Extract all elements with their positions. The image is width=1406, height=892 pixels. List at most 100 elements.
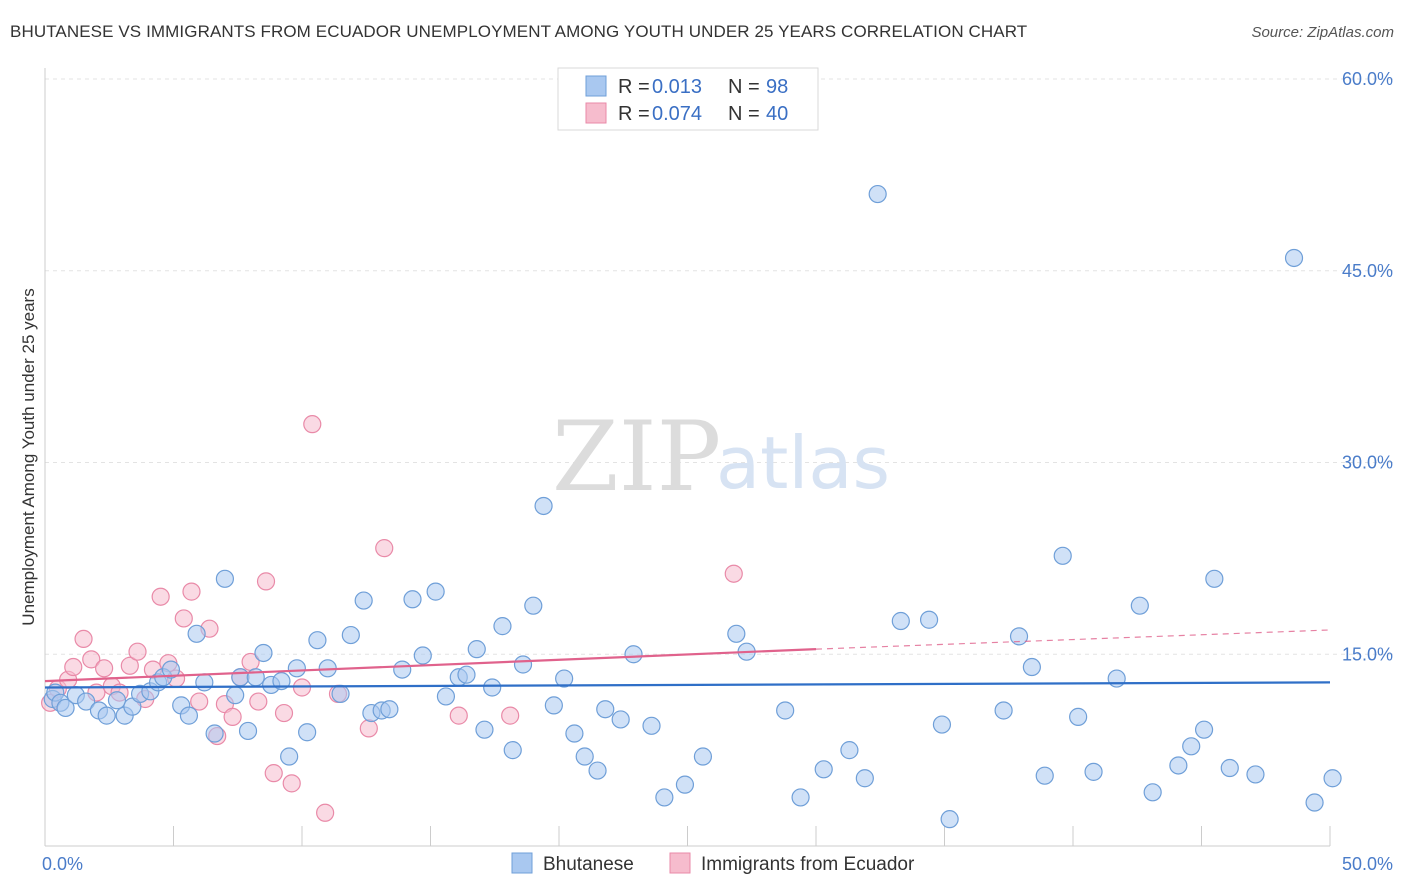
ecuador-point-39 [724,564,743,583]
bhutanese-point-29 [280,747,299,766]
bhutanese-point-82 [1035,766,1054,785]
legend-n-value-bhutanese: 98 [766,76,788,98]
bhutanese-point-28 [272,671,291,691]
ecuador-point-18 [182,582,201,601]
bhutanese-point-20 [205,724,224,743]
ecuador-point-4 [74,629,93,649]
ecuador-point-10 [120,656,139,675]
bhutanese-point-5 [77,692,96,711]
bhutanese-point-48 [475,720,494,739]
bhutanese-point-84 [1069,707,1088,726]
bhutanese-point-31 [298,723,317,742]
ecuador-point-29 [274,703,294,723]
y-tick-label-3: 60.0% [1342,69,1393,89]
bhutanese-point-43 [426,582,445,601]
ecuador-point-11 [128,642,147,661]
source-label: Source: ZipAtlas.com [1251,24,1394,41]
bhutanese-point-41 [403,590,422,609]
bhutanese-point-60 [596,700,615,719]
bhutanese-point-75 [891,611,910,631]
bhutanese-point-22 [226,686,245,705]
bhutanese-point-23 [231,668,250,687]
bhutanese-point-52 [513,655,533,674]
bhutanese-point-26 [254,643,273,663]
bhutanese-point-47 [467,640,486,659]
bhutanese-point-91 [1194,720,1214,739]
y-tick-label-0: 15.0% [1342,644,1393,664]
bhutanese-point-72 [840,741,859,760]
bhutanese-point-59 [588,761,607,780]
legend: R = 0.013 N = 98 R = 0.074 N = 40 [557,67,819,131]
bhutanese-point-54 [534,496,553,516]
bhutanese-point-95 [1305,793,1324,812]
bhutanese-point-15 [161,660,181,679]
bottom-legend-swatch-bhutanese [511,852,533,874]
bhutanese-point-79 [994,701,1013,720]
x-tick-label-1: 50.0% [1342,854,1393,874]
bhutanese-point-35 [341,625,360,645]
legend-swatch-bhutanese [585,75,607,97]
bhutanese-point-76 [919,610,939,629]
bhutanese-point-53 [524,596,543,615]
bhutanese-point-8 [107,691,127,710]
legend-n-value-ecuador: 40 [766,103,788,125]
bhutanese-point-61 [611,710,630,729]
legend-r-label-bhutanese: R = [618,76,650,98]
series-bhutanese-points [43,184,1342,829]
bhutanese-point-97 [1323,769,1342,788]
legend-r-value-bhutanese: 0.013 [652,76,702,98]
bhutanese-point-87 [1130,596,1149,615]
bhutanese-point-83 [1053,546,1072,565]
ecuador-point-7 [95,659,114,678]
bhutanese-point-7 [97,706,116,725]
ecuador-point-30 [282,774,301,793]
legend-n-label-bhutanese: N = [728,76,760,98]
bhutanese-point-73 [855,769,874,788]
ecuador-trend-line [44,648,817,683]
legend-swatch-ecuador [585,102,607,124]
bhutanese-point-64 [655,788,674,807]
ecuador-point-38 [501,706,520,725]
bhutanese-point-19 [195,673,214,692]
bhutanese-point-78 [940,810,959,829]
bhutanese-point-51 [503,741,522,760]
bhutanese-point-77 [932,715,952,734]
ecuador-point-26 [249,692,268,711]
legend-r-label-ecuador: R = [618,103,650,125]
bhutanese-point-58 [575,747,594,766]
watermark-atlas: atlas [716,421,890,505]
bhutanese-point-57 [565,724,584,743]
bhutanese-point-39 [380,700,399,719]
bhutanese-point-56 [555,669,574,688]
bottom-legend-label-ecuador: Immigrants from Ecuador [701,854,915,875]
axes [44,68,1331,847]
ecuador-point-17 [174,609,193,628]
ecuador-point-37 [449,706,468,725]
bhutanese-point-93 [1220,758,1239,778]
bhutanese-point-69 [776,701,795,720]
bhutanese-point-42 [413,646,432,665]
bhutanese-point-46 [457,665,476,684]
ecuador-point-28 [264,764,283,783]
legend-n-label-ecuador: N = [728,103,760,125]
bhutanese-point-40 [393,660,412,679]
chart-title: BHUTANESE VS IMMIGRANTS FROM ECUADOR UNE… [10,22,1028,41]
legend-r-value-ecuador: 0.074 [652,103,702,125]
y-tick-labels: 15.0% 30.0% 45.0% 60.0% [1342,69,1393,664]
bhutanese-point-67 [727,624,746,643]
x-tick-label-0: 0.0% [42,854,83,874]
ecuador-point-3 [64,657,83,677]
bhutanese-point-3 [56,698,75,718]
ecuador-point-14 [151,587,170,606]
trend-lines [44,629,1331,689]
gridlines [45,78,1395,655]
bhutanese-point-49 [483,678,502,697]
bhutanese-point-63 [642,716,661,735]
ecuador-point-19 [190,692,209,711]
ecuador-point-23 [223,707,242,726]
bhutanese-point-66 [693,747,713,766]
bhutanese-point-71 [814,760,833,779]
watermark-zip: ZIP [552,401,721,513]
bottom-legend: Bhutanese Immigrants from Ecuador [511,852,915,875]
